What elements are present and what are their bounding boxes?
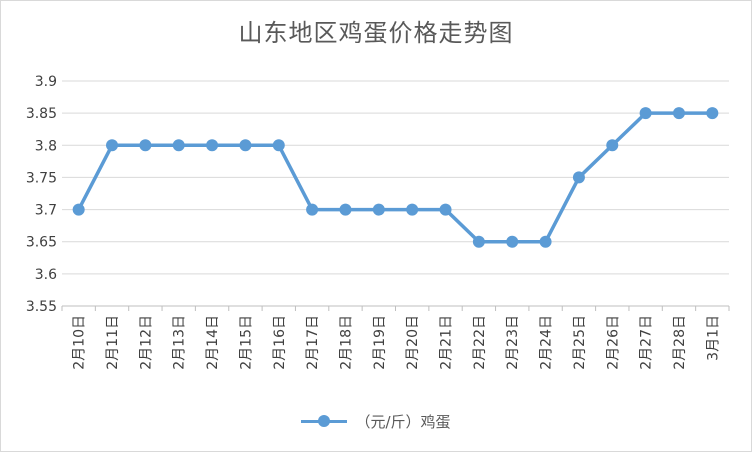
x-tick-label: 2月27日	[639, 315, 655, 370]
x-tick-label: 2月16日	[272, 315, 288, 370]
x-tick-label: 2月20日	[405, 315, 421, 370]
data-point	[706, 107, 719, 120]
data-point	[306, 203, 319, 216]
data-point	[672, 107, 685, 120]
data-point	[139, 139, 152, 152]
y-tick-label: 3.65	[26, 235, 57, 251]
x-tick-label: 2月26日	[605, 315, 621, 370]
data-point	[372, 203, 385, 216]
y-tick-label: 3.9	[35, 74, 57, 90]
chart-title: 山东地区鸡蛋价格走势图	[238, 19, 514, 47]
data-point	[639, 107, 652, 120]
x-axis	[61, 305, 730, 311]
data-point	[206, 139, 219, 152]
y-axis-ticks: 3.55 3.6 3.65 3.7 3.75 3.8 3.85 3.9	[26, 74, 57, 315]
y-tick-label: 3.7	[35, 203, 57, 219]
y-tick-label: 3.75	[26, 170, 57, 186]
data-point	[172, 139, 185, 152]
x-tick-label: 2月21日	[439, 315, 455, 370]
x-tick-label: 2月12日	[138, 315, 154, 370]
x-tick-label: 2月10日	[72, 315, 88, 370]
gridlines	[62, 80, 729, 275]
data-point	[272, 139, 285, 152]
data-point	[339, 203, 352, 216]
x-tick-label: 2月25日	[572, 315, 588, 370]
x-tick-label: 2月24日	[539, 315, 555, 370]
data-point	[439, 203, 452, 216]
x-tick-label: 2月14日	[205, 315, 221, 370]
x-tick-label: 2月15日	[238, 315, 254, 370]
x-tick-label: 2月17日	[305, 315, 321, 370]
y-tick-label: 3.85	[26, 106, 57, 122]
x-tick-label: 2月19日	[372, 315, 388, 370]
data-point	[606, 139, 619, 152]
data-point	[572, 171, 585, 184]
legend-label: （元/斤）鸡蛋	[355, 412, 451, 431]
data-point	[72, 203, 85, 216]
series-group	[72, 107, 719, 248]
y-tick-label: 3.8	[35, 138, 57, 154]
data-point	[539, 235, 552, 248]
x-tick-label: 2月23日	[505, 315, 521, 370]
x-tick-label: 2月22日	[472, 315, 488, 370]
data-point	[106, 139, 119, 152]
x-tick-label: 2月13日	[172, 315, 188, 370]
legend-swatch	[301, 414, 348, 428]
y-tick-label: 3.55	[26, 299, 57, 315]
data-point	[472, 235, 485, 248]
x-tick-label: 2月18日	[338, 315, 354, 370]
data-point	[506, 235, 519, 248]
x-axis-ticks: 2月10日 2月11日 2月12日 2月13日 2月14日 2月15日 2月16日 2月17日…	[72, 315, 722, 370]
x-tick-label: 2月11日	[105, 315, 121, 370]
x-tick-label: 3月1日	[705, 315, 721, 361]
data-point	[239, 139, 252, 152]
x-tick-label: 2月28日	[672, 315, 688, 370]
data-point	[406, 203, 419, 216]
y-tick-label: 3.6	[35, 267, 57, 283]
legend: （元/斤）鸡蛋	[1, 409, 751, 433]
